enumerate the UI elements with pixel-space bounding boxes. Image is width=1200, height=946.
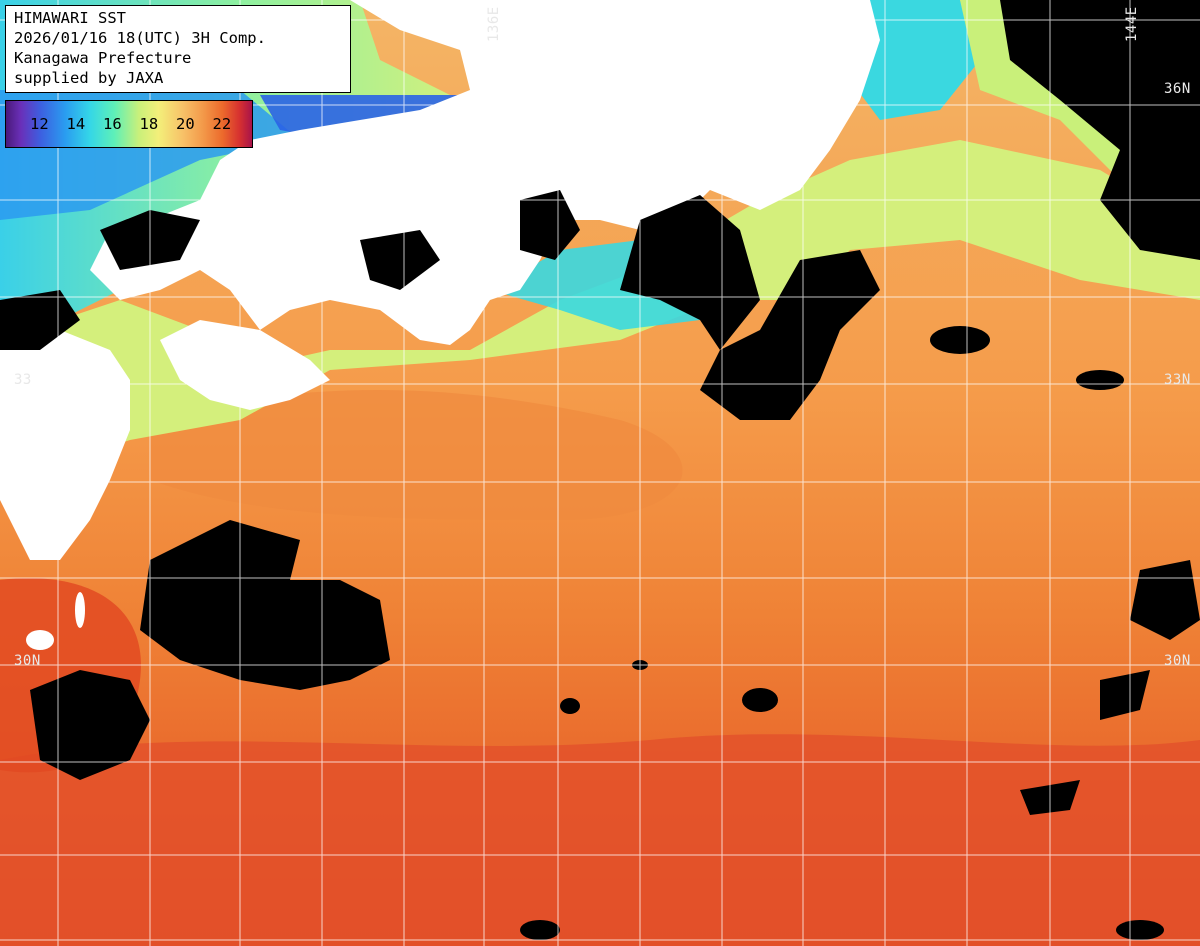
cloud-mask-south [30,670,150,780]
colorbar-tick: 12 [30,115,49,133]
map-title-box: HIMAWARI SST 2026/01/16 18(UTC) 3H Comp.… [5,5,351,93]
cloud-mask-patch [1076,370,1124,390]
map-credit: supplied by JAXA [14,69,164,87]
cloud-mask-patch [520,920,560,940]
latitude-label-36n-right: 36N [1164,81,1191,97]
colorbar-tick: 14 [66,115,86,133]
cloud-mask-patch [1116,920,1164,940]
cloud-mask-coast [360,230,440,290]
warm-lobe [150,390,683,520]
cloud-mask-patch [560,698,580,714]
colorbar-tick: 22 [212,115,232,133]
latitude-label-33n-right: 33N [1164,372,1191,388]
warmest-band [0,734,1200,946]
cloud-mask-coast [520,190,580,260]
land-island [75,592,85,628]
cloud-mask-coast [0,290,80,350]
longitude-label-144e: 144E [1124,6,1140,42]
colorbar-tick: 20 [176,115,195,133]
cloud-mask-east [1130,560,1200,640]
land-kyushu [0,330,130,560]
cloud-mask-patch [742,688,778,712]
cloud-mask-coast [700,250,880,420]
map-title: HIMAWARI SST [14,9,126,27]
cloud-mask-patch [930,326,990,354]
latitude-label-30n-left: 30N [14,653,41,669]
temperature-colorbar: 12 14 16 18 20 22 [5,100,253,148]
latitude-label-33-left: 33 [14,372,32,388]
colorbar-tick: 16 [103,115,122,133]
land-honshu [90,0,880,345]
cloud-mask-east [1100,670,1150,720]
longitude-label-136e: 136E [486,6,502,42]
cloud-mask-south [140,520,390,690]
cold-water-east [850,0,980,120]
colorbar-tick: 18 [139,115,159,133]
map-timestamp: 2026/01/16 18(UTC) 3H Comp. [14,29,266,47]
land-shikoku [160,320,330,410]
cloud-mask-coast [620,195,760,350]
map-region: Kanagawa Prefecture [14,49,192,67]
latitude-label-30n-right: 30N [1164,653,1191,669]
land-island [26,630,54,650]
